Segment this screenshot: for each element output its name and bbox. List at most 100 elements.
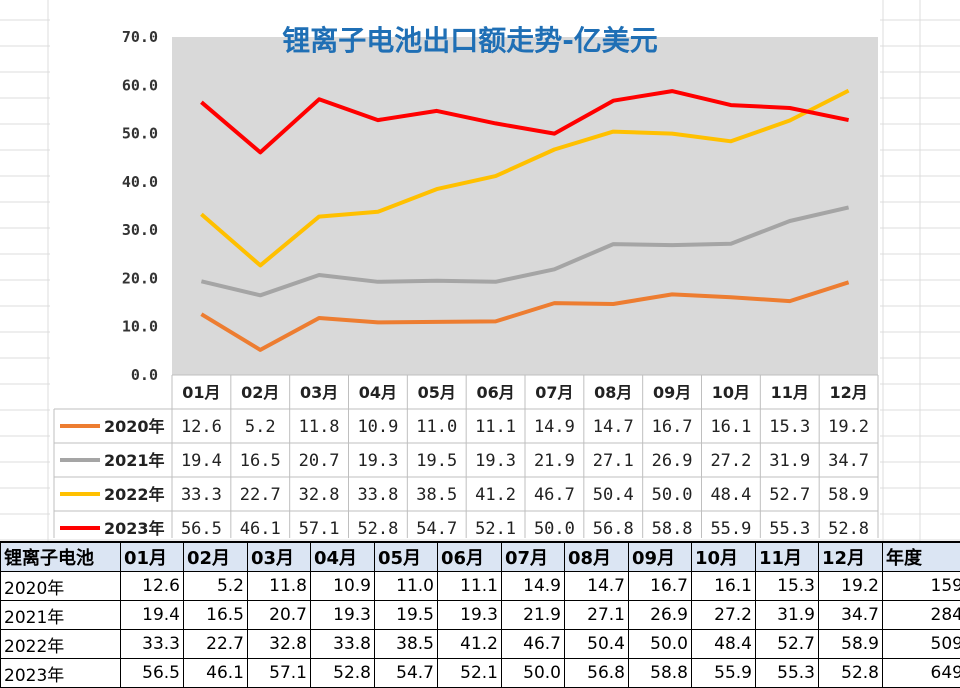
data-label: 46.1 — [240, 519, 281, 538]
legend-label: 2023年 — [104, 519, 165, 538]
data-label: 54.7 — [416, 519, 457, 538]
data-label: 34.7 — [828, 451, 869, 471]
table-cell: 27.2 — [692, 601, 756, 630]
table-cell: 16.1 — [692, 572, 756, 601]
table-cell: 22.7 — [184, 630, 248, 659]
table-month-header: 08月 — [565, 542, 629, 572]
data-label: 52.8 — [828, 519, 869, 538]
data-label: 52.7 — [769, 485, 810, 505]
table-cell: 52.1 — [438, 659, 502, 688]
table-cell: 16.5 — [184, 601, 248, 630]
table-row-label: 2021年 — [1, 601, 121, 630]
data-label: 27.1 — [593, 451, 634, 471]
data-label: 50.0 — [652, 485, 693, 505]
table-cell: 54.7 — [375, 659, 438, 688]
legend-label: 2022年 — [104, 485, 165, 504]
table-cell: 52.8 — [819, 659, 883, 688]
table-month-header: 02月 — [184, 542, 248, 572]
table-cell: 16.7 — [629, 572, 692, 601]
data-label: 57.1 — [299, 519, 340, 538]
data-label: 19.3 — [475, 451, 516, 471]
data-label: 56.8 — [593, 519, 634, 538]
y-tick-label: 0.0 — [131, 366, 158, 384]
table-cell: 34.7 — [819, 601, 883, 630]
data-label: 48.4 — [710, 485, 751, 505]
data-label: 20.7 — [299, 451, 340, 471]
table-total-cell: 159 — [883, 572, 960, 601]
data-label: 15.3 — [769, 417, 810, 437]
y-tick-label: 30.0 — [122, 221, 158, 239]
table-cell: 56.5 — [121, 659, 184, 688]
data-label: 31.9 — [769, 451, 810, 471]
y-tick-label: 70.0 — [122, 28, 158, 46]
table-cell: 15.3 — [756, 572, 819, 601]
data-label: 12.6 — [181, 417, 222, 437]
table-cell: 19.2 — [819, 572, 883, 601]
data-label: 16.7 — [652, 417, 693, 437]
table-cell: 11.8 — [248, 572, 311, 601]
data-label: 52.8 — [357, 519, 398, 538]
x-tick-label: 01月 — [182, 383, 220, 402]
chart-title: 锂离子电池出口额走势-亿美元 — [282, 24, 658, 57]
table-cell: 27.1 — [565, 601, 629, 630]
table-cell: 11.1 — [438, 572, 502, 601]
line-chart: 锂离子电池出口额走势-亿美元 0.010.020.030.040.050.060… — [50, 6, 880, 538]
table-row-label: 2022年 — [1, 630, 121, 659]
table-month-header: 05月 — [375, 542, 438, 572]
table-cell: 50.0 — [629, 630, 692, 659]
table-cell: 38.5 — [375, 630, 438, 659]
table-cell: 11.0 — [375, 572, 438, 601]
data-label: 22.7 — [240, 485, 281, 505]
table-cell: 52.8 — [311, 659, 375, 688]
legend-label: 2020年 — [104, 417, 165, 436]
data-label: 33.8 — [357, 485, 398, 505]
data-label: 16.1 — [710, 417, 751, 437]
x-tick-label: 04月 — [359, 383, 397, 402]
data-label: 19.2 — [828, 417, 869, 437]
table-cell: 50.4 — [565, 630, 629, 659]
table-cell: 12.6 — [121, 572, 184, 601]
table-month-header: 01月 — [121, 542, 184, 572]
data-label: 5.2 — [245, 417, 276, 437]
data-label: 16.5 — [240, 451, 281, 471]
x-tick-label: 05月 — [418, 383, 456, 402]
table-cell: 48.4 — [692, 630, 756, 659]
table-cell: 21.9 — [502, 601, 565, 630]
table-cell: 19.5 — [375, 601, 438, 630]
data-label: 56.5 — [181, 519, 222, 538]
table-total-header: 年度 — [883, 542, 960, 572]
table-month-header: 07月 — [502, 542, 565, 572]
data-label: 11.1 — [475, 417, 516, 437]
data-label: 52.1 — [475, 519, 516, 538]
table-cell: 41.2 — [438, 630, 502, 659]
x-tick-label: 03月 — [300, 383, 338, 402]
table-cell: 20.7 — [248, 601, 311, 630]
table-cell: 5.2 — [184, 572, 248, 601]
data-label: 11.0 — [416, 417, 457, 437]
table-cell: 32.8 — [248, 630, 311, 659]
y-tick-label: 50.0 — [122, 125, 158, 143]
x-tick-label: 06月 — [476, 383, 514, 402]
table-row-label: 2020年 — [1, 572, 121, 601]
y-tick-label: 20.0 — [122, 269, 158, 287]
table-cell: 19.4 — [121, 601, 184, 630]
table-month-header: 09月 — [629, 542, 692, 572]
data-label: 58.8 — [652, 519, 693, 538]
table-cell: 55.3 — [756, 659, 819, 688]
table-cell: 56.8 — [565, 659, 629, 688]
x-tick-label: 10月 — [712, 383, 750, 402]
data-label: 10.9 — [357, 417, 398, 437]
data-label: 41.2 — [475, 485, 516, 505]
table-cell: 57.1 — [248, 659, 311, 688]
table-cell: 31.9 — [756, 601, 819, 630]
table-cell: 14.9 — [502, 572, 565, 601]
y-axis-ticks: 0.010.020.030.040.050.060.070.0 — [122, 28, 158, 384]
data-label: 50.0 — [534, 519, 575, 538]
table-cell: 33.3 — [121, 630, 184, 659]
table-corner-header: 锂离子电池 — [1, 542, 121, 572]
y-tick-label: 10.0 — [122, 318, 158, 336]
